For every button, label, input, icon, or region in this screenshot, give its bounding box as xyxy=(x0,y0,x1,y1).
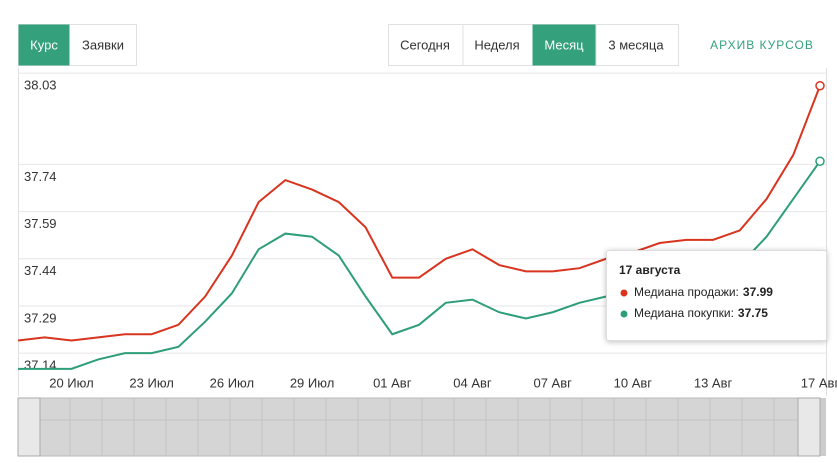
period-button[interactable]: 3 месяца xyxy=(608,37,664,52)
tooltip xyxy=(606,250,827,341)
archive-link[interactable]: АРХИВ КУРСОВ xyxy=(710,38,814,52)
tab[interactable]: Курс xyxy=(30,37,58,52)
x-tick-label: 20 Июл xyxy=(49,375,93,390)
period-button[interactable]: Месяц xyxy=(544,37,584,52)
tooltip-value: 37.99 xyxy=(743,285,773,299)
x-tick-label: 23 Июл xyxy=(129,375,173,390)
tooltip-title: 17 августа xyxy=(619,263,681,277)
period-button[interactable]: Неделя xyxy=(474,37,519,52)
y-tick-label: 37.14 xyxy=(24,358,57,373)
tooltip-row: Медиана продажи: 37.99 xyxy=(634,285,773,299)
navigator-handle[interactable] xyxy=(797,397,821,457)
x-tick-label: 01 Авг xyxy=(373,375,412,390)
x-tick-label: 04 Авг xyxy=(453,375,492,390)
navigator-handle[interactable] xyxy=(17,397,41,457)
y-tick-label: 37.44 xyxy=(24,263,57,278)
series-line xyxy=(17,85,821,342)
x-tick-label: 10 Авг xyxy=(614,375,653,390)
x-tick-label: 13 Авг xyxy=(694,375,733,390)
tooltip-row: Медиана покупки: 37.75 xyxy=(634,306,768,320)
navigator-window[interactable] xyxy=(39,397,799,457)
tooltip-bullet xyxy=(620,310,628,318)
tooltip-value: 37.75 xyxy=(738,306,768,320)
hover-marker xyxy=(815,156,825,166)
y-tick-label: 37.74 xyxy=(24,169,57,184)
y-tick-label: 37.29 xyxy=(24,310,57,325)
hover-marker xyxy=(815,80,825,91)
period-active[interactable] xyxy=(532,24,596,66)
period-button[interactable]: Сегодня xyxy=(400,37,450,52)
x-tick-label: 17 Авг xyxy=(801,375,837,390)
y-tick-label: 37.59 xyxy=(24,216,57,231)
tab-active[interactable] xyxy=(18,24,70,66)
x-tick-label: 26 Июл xyxy=(210,375,254,390)
x-tick-label: 29 Июл xyxy=(290,375,334,390)
tooltip-bullet xyxy=(620,289,628,297)
tab[interactable]: Заявки xyxy=(82,37,124,52)
tooltip-label: Медиана покупки: xyxy=(634,306,734,320)
x-tick-label: 07 Авг xyxy=(533,375,572,390)
tooltip-label: Медиана продажи: xyxy=(634,285,739,299)
y-tick-label: 38.03 xyxy=(24,78,57,93)
